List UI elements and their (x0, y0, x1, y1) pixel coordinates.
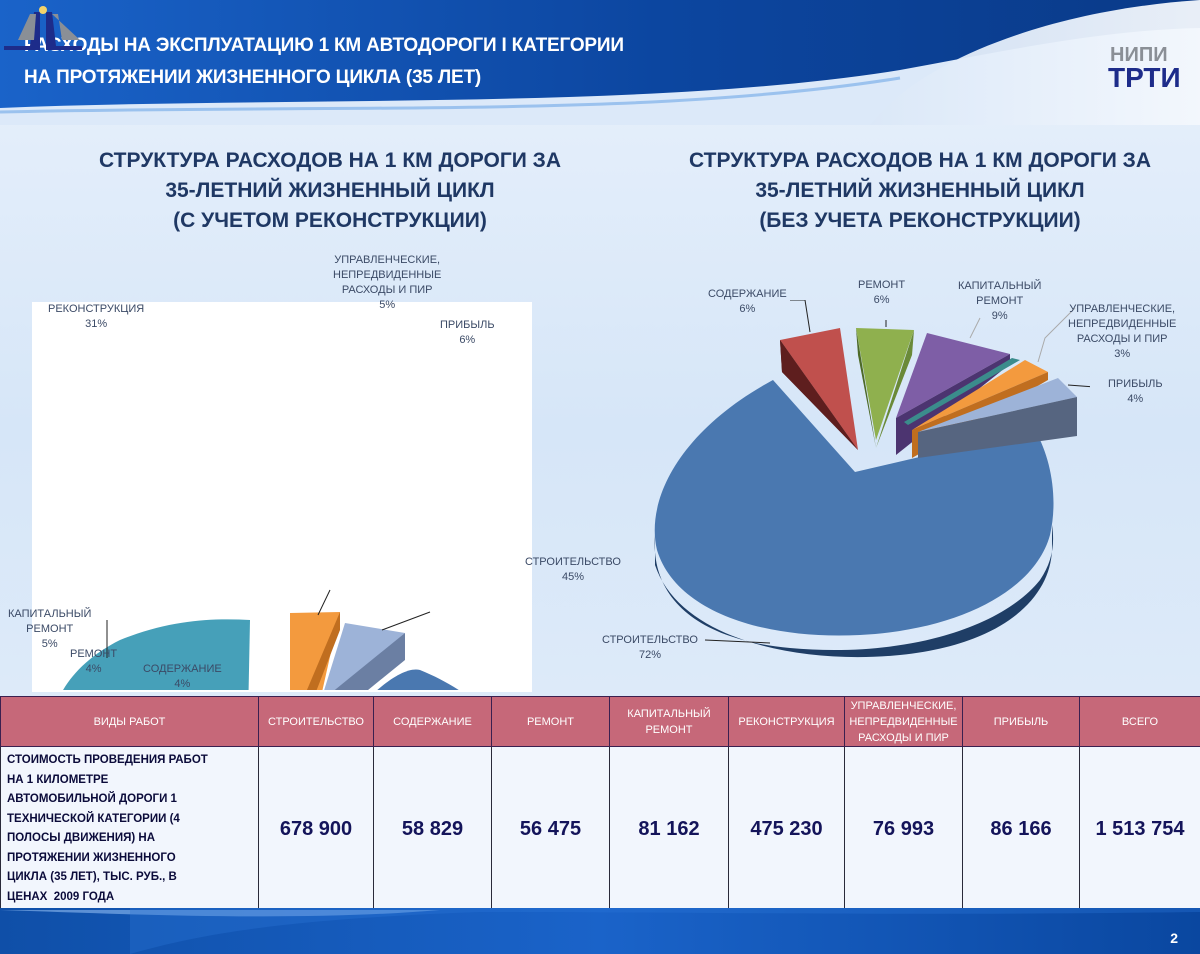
footer-wave-background (0, 908, 1200, 954)
right-chart-title-line-3: (БЕЗ УЧЕТА РЕКОНСТРУКЦИИ) (759, 209, 1081, 232)
left-label-construction: СТРОИТЕЛЬСТВО 45% (525, 556, 621, 583)
header-maintenance: СОДЕРЖАНИЕ (373, 696, 492, 747)
title-line-1: РАСХОДЫ НА ЭКСПЛУАТАЦИЮ 1 КМ АВТОДОРОГИ … (24, 35, 624, 56)
left-label-repair: РЕМОНТ 4% (70, 648, 118, 675)
row-label-cost: СТОИМОСТЬ ПРОВЕДЕНИЯ РАБОТ НА 1 КИЛОМЕТР… (0, 746, 259, 912)
left-label-reconstruction: РЕКОНСТРУКЦИЯ 31% (48, 303, 145, 330)
left-chart-title-line-2: 35-ЛЕТНИЙ ЖИЗНЕННЫЙ ЦИКЛ (165, 179, 495, 202)
right-label-capital-repair: КАПИТАЛЬНЫЙ РЕМОНТ 9% (958, 280, 1042, 322)
right-label-management: УПРАВЛЕНЧЕСКИЕ, НЕПРЕДВИДЕННЫЕ РАСХОДЫ И… (1068, 303, 1177, 360)
slice-profit (918, 378, 1077, 458)
header-profit: ПРИБЫЛЬ (962, 696, 1080, 747)
slide-footer (0, 908, 1200, 954)
cell-maintenance: 58 829 (373, 746, 492, 912)
left-label-maintenance: СОДЕРЖАНИЕ 4% (143, 663, 222, 690)
slice-reconstruction (63, 619, 250, 690)
cell-construction: 678 900 (258, 746, 374, 912)
right-chart-title-line-1: СТРУКТУРА РАСХОДОВ НА 1 КМ ДОРОГИ ЗА (689, 149, 1151, 172)
slice-construction (377, 669, 459, 690)
header-capital-repair: КАПИТАЛЬНЫЙ РЕМОНТ (609, 696, 729, 747)
left-pie-chart (63, 589, 459, 690)
table-row: СТОИМОСТЬ ПРОВЕДЕНИЯ РАБОТ НА 1 КИЛОМЕТР… (0, 746, 1200, 912)
slide-title: РАСХОДЫ НА ЭКСПЛУАТАЦИЮ 1 КМ АВТОДОРОГИ … (24, 30, 624, 94)
slice-reconstruction (904, 358, 1020, 425)
logo-text-nipi: НИПИ (1110, 44, 1168, 66)
right-label-construction: СТРОИТЕЛЬСТВО 72% (602, 634, 698, 661)
left-leader-lines (106, 589, 431, 658)
header-management: УПРАВЛЕНЧЕСКИЕ, НЕПРЕДВИДЕННЫЕ РАСХОДЫ И П… (844, 696, 963, 747)
left-chart-title-line-3: (С УЧЕТОМ РЕКОНСТРУКЦИИ) (173, 209, 487, 232)
right-chart-title: СТРУКТУРА РАСХОДОВ НА 1 КМ ДОРОГИ ЗА 35-… (660, 146, 1180, 236)
left-label-management: УПРАВЛЕНЧЕСКИЕ, НЕПРЕДВИДЕННЫЕ РАСХОДЫ И… (333, 254, 442, 311)
right-chart-title-line-2: 35-ЛЕТНИЙ ЖИЗНЕННЫЙ ЦИКЛ (755, 179, 1085, 202)
slice-construction (654, 380, 1054, 658)
header-wave-background (0, 0, 1200, 125)
left-label-profit: ПРИБЫЛЬ 6% (440, 319, 495, 346)
right-label-profit: ПРИБЫЛЬ 4% (1108, 378, 1163, 405)
right-label-maintenance: СОДЕРЖАНИЕ 6% (708, 288, 787, 315)
slice-profit (324, 623, 405, 690)
header-construction: СТРОИТЕЛЬСТВО (258, 696, 374, 747)
cell-total: 1 513 754 (1079, 746, 1200, 912)
slice-management (290, 612, 340, 690)
table-header-row: ВИДЫ РАБОТ СТРОИТЕЛЬСТВО СОДЕРЖАНИЕ РЕМО… (0, 696, 1200, 747)
header-work-types: ВИДЫ РАБОТ (0, 696, 259, 747)
slice-repair (856, 328, 914, 448)
right-leader-lines (704, 300, 1090, 644)
company-logo-icon (4, 6, 82, 50)
cost-table: ВИДЫ РАБОТ СТРОИТЕЛЬСТВО СОДЕРЖАНИЕ РЕМО… (0, 696, 1200, 912)
right-label-repair: РЕМОНТ 6% (858, 279, 906, 306)
header-total: ВСЕГО (1079, 696, 1200, 747)
right-pie-chart (654, 300, 1090, 658)
left-chart-area (32, 302, 532, 692)
slice-maintenance (780, 328, 858, 450)
cell-management: 76 993 (844, 746, 963, 912)
cell-repair: 56 475 (491, 746, 610, 912)
page-number: 2 (1170, 930, 1178, 946)
cell-profit: 86 166 (962, 746, 1080, 912)
cell-reconstruction: 475 230 (728, 746, 845, 912)
slide-header: РАСХОДЫ НА ЭКСПЛУАТАЦИЮ 1 КМ АВТОДОРОГИ … (0, 0, 1200, 125)
header-repair: РЕМОНТ (491, 696, 610, 747)
cell-capital-repair: 81 162 (609, 746, 729, 912)
left-label-capital-repair: КАПИТАЛЬНЫЙ РЕМОНТ 5% (8, 608, 92, 650)
logo-text-trti: ТРТИ (1108, 62, 1181, 93)
title-line-2: НА ПРОТЯЖЕНИИ ЖИЗНЕННОГО ЦИКЛА (35 ЛЕТ) (24, 67, 482, 88)
left-chart-title-line-1: СТРУКТУРА РАСХОДОВ НА 1 КМ ДОРОГИ ЗА (99, 149, 561, 172)
left-chart-title: СТРУКТУРА РАСХОДОВ НА 1 КМ ДОРОГИ ЗА 35-… (70, 146, 590, 236)
header-reconstruction: РЕКОНСТРУКЦИЯ (728, 696, 845, 747)
